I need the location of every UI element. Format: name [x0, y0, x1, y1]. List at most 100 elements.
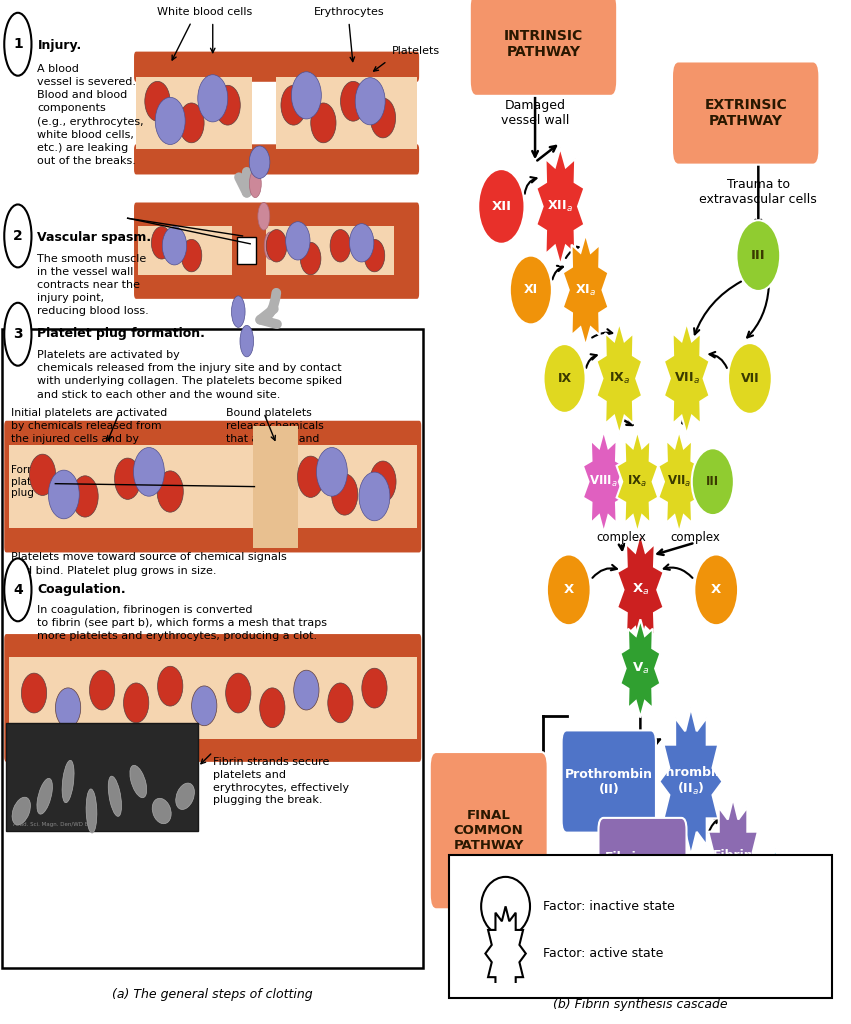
Circle shape	[4, 303, 31, 366]
Ellipse shape	[544, 344, 585, 413]
Text: Forming
platelet
plug: Forming platelet plug	[10, 465, 53, 499]
Polygon shape	[617, 430, 659, 532]
Ellipse shape	[510, 256, 552, 325]
Polygon shape	[583, 430, 625, 532]
Text: Prothrombin
(II): Prothrombin (II)	[565, 768, 653, 796]
Text: X$_a$: X$_a$	[631, 583, 649, 597]
Polygon shape	[597, 323, 643, 434]
Ellipse shape	[157, 667, 183, 707]
Text: XI$_a$: XI$_a$	[575, 283, 597, 298]
FancyBboxPatch shape	[134, 51, 420, 82]
Text: Factor: active state: Factor: active state	[544, 947, 664, 961]
Ellipse shape	[37, 778, 53, 814]
FancyBboxPatch shape	[448, 855, 832, 997]
Text: XII: XII	[491, 200, 511, 213]
Ellipse shape	[249, 146, 270, 178]
FancyBboxPatch shape	[134, 144, 420, 174]
Ellipse shape	[55, 688, 81, 728]
Ellipse shape	[332, 474, 357, 515]
Ellipse shape	[728, 343, 772, 414]
FancyBboxPatch shape	[298, 445, 417, 528]
Polygon shape	[617, 532, 664, 647]
FancyBboxPatch shape	[134, 203, 419, 299]
Ellipse shape	[350, 223, 374, 262]
Ellipse shape	[478, 169, 524, 244]
Ellipse shape	[49, 470, 79, 519]
Text: Injury.: Injury.	[37, 39, 82, 52]
Text: Fibrinogen
(I): Fibrinogen (I)	[605, 851, 680, 879]
Ellipse shape	[215, 85, 240, 125]
Ellipse shape	[134, 447, 164, 497]
Text: complex: complex	[597, 530, 647, 544]
Ellipse shape	[21, 673, 47, 713]
Text: III: III	[751, 249, 766, 262]
FancyBboxPatch shape	[237, 237, 256, 264]
Text: Fibrin
(I$_a$): Fibrin (I$_a$)	[713, 849, 753, 881]
Text: IX$_a$: IX$_a$	[627, 474, 648, 489]
Text: INTRINSIC
PATHWAY: INTRINSIC PATHWAY	[504, 29, 583, 59]
FancyBboxPatch shape	[672, 61, 820, 165]
FancyBboxPatch shape	[9, 656, 417, 739]
Text: VIII$_a$: VIII$_a$	[589, 474, 618, 489]
Ellipse shape	[481, 877, 530, 936]
Text: Vascular spasm.: Vascular spasm.	[37, 231, 151, 244]
Text: Cross-linked
fibrin clot: Cross-linked fibrin clot	[700, 945, 775, 973]
Text: XIII$_a$: XIII$_a$	[761, 892, 790, 907]
Ellipse shape	[130, 765, 146, 798]
Ellipse shape	[300, 243, 321, 274]
Ellipse shape	[547, 554, 591, 626]
Polygon shape	[660, 708, 722, 855]
Ellipse shape	[12, 798, 31, 824]
Text: III: III	[706, 475, 719, 488]
Text: V$_a$: V$_a$	[631, 660, 649, 676]
Ellipse shape	[694, 554, 738, 626]
Ellipse shape	[115, 458, 140, 500]
Text: 2: 2	[13, 229, 23, 243]
Circle shape	[4, 558, 31, 622]
Text: Acad. Sci. Magn. Den/WD Exp.: Acad. Sci. Magn. Den/WD Exp.	[13, 821, 96, 826]
Ellipse shape	[291, 72, 322, 119]
Ellipse shape	[197, 75, 228, 122]
Circle shape	[4, 12, 31, 76]
Circle shape	[249, 170, 261, 198]
Ellipse shape	[181, 240, 202, 271]
Text: X: X	[711, 584, 722, 596]
FancyBboxPatch shape	[7, 723, 198, 830]
Text: VII$_a$: VII$_a$	[667, 474, 691, 489]
Text: Platelets move toward source of chemical signals
and bind. Platelet plug grows i: Platelets move toward source of chemical…	[10, 553, 287, 575]
Ellipse shape	[108, 776, 122, 816]
Text: VII$_a$: VII$_a$	[674, 371, 700, 386]
Text: A blood
vessel is severed.
Blood and blood
components
(e.g., erythrocytes,
white: A blood vessel is severed. Blood and blo…	[37, 63, 144, 166]
Ellipse shape	[86, 788, 97, 834]
FancyBboxPatch shape	[4, 421, 421, 553]
FancyBboxPatch shape	[470, 0, 617, 96]
Ellipse shape	[359, 472, 390, 521]
Ellipse shape	[145, 81, 170, 121]
Text: Bound platelets
release chemicals
that activate and
attract other platelets.: Bound platelets release chemicals that a…	[226, 408, 349, 457]
Ellipse shape	[736, 220, 780, 291]
Polygon shape	[536, 147, 585, 265]
Text: White blood cells: White blood cells	[157, 7, 252, 16]
Text: 1: 1	[13, 37, 23, 51]
Ellipse shape	[89, 670, 115, 710]
Text: Damaged
vessel wall: Damaged vessel wall	[501, 99, 569, 127]
FancyBboxPatch shape	[598, 818, 687, 912]
Text: Platelets: Platelets	[391, 46, 440, 56]
Ellipse shape	[155, 97, 186, 144]
Circle shape	[4, 205, 31, 267]
Polygon shape	[753, 848, 797, 950]
Polygon shape	[705, 799, 762, 932]
Polygon shape	[563, 233, 608, 346]
Ellipse shape	[191, 686, 217, 726]
Ellipse shape	[62, 760, 74, 803]
FancyBboxPatch shape	[430, 752, 548, 909]
Ellipse shape	[260, 688, 285, 728]
Ellipse shape	[179, 103, 204, 142]
Ellipse shape	[330, 229, 351, 262]
Text: complex: complex	[671, 530, 720, 544]
Ellipse shape	[157, 471, 183, 512]
Text: XI: XI	[524, 284, 538, 297]
Text: Erythrocytes: Erythrocytes	[314, 7, 384, 16]
Ellipse shape	[72, 476, 98, 517]
Ellipse shape	[298, 456, 323, 498]
